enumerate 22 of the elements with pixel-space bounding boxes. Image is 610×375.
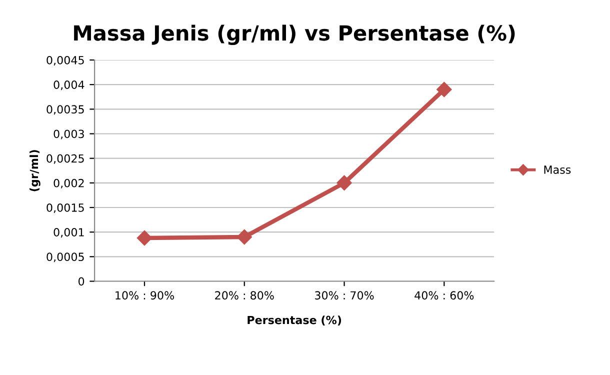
y-tick-label: 0 xyxy=(78,277,84,286)
x-tick-label: 20% : 80% xyxy=(215,291,274,300)
x-axis-title: Persentase (%) xyxy=(248,316,342,326)
y-tick-label: 0,0005 xyxy=(46,252,84,262)
point xyxy=(436,82,452,98)
y-tick-label: 0,0015 xyxy=(46,203,84,214)
point xyxy=(236,229,252,245)
x-tick-label: 10% : 90% xyxy=(116,291,174,300)
x-tick-label: 40% : 60% xyxy=(414,291,474,300)
point xyxy=(336,175,352,190)
y-tick-label: 0,0025 xyxy=(46,154,84,164)
y-tick-label: 0,0045 xyxy=(46,56,84,66)
x-tick-label: 30% : 70% xyxy=(315,291,374,300)
chart-title: Massa Jenis (gr/ml) vs Persentase (%) xyxy=(74,24,515,46)
y-tick-label: 0,002 xyxy=(54,178,84,188)
y-tick-label: 0,004 xyxy=(54,80,84,90)
y-tick-label: 0,0035 xyxy=(46,105,84,115)
point xyxy=(136,230,152,246)
y-axis-title: (gr/ml) xyxy=(30,150,40,192)
y-tick-label: 0,001 xyxy=(54,228,84,238)
legend-label: Mass xyxy=(544,166,571,174)
y-tick-label: 0,003 xyxy=(54,130,84,140)
